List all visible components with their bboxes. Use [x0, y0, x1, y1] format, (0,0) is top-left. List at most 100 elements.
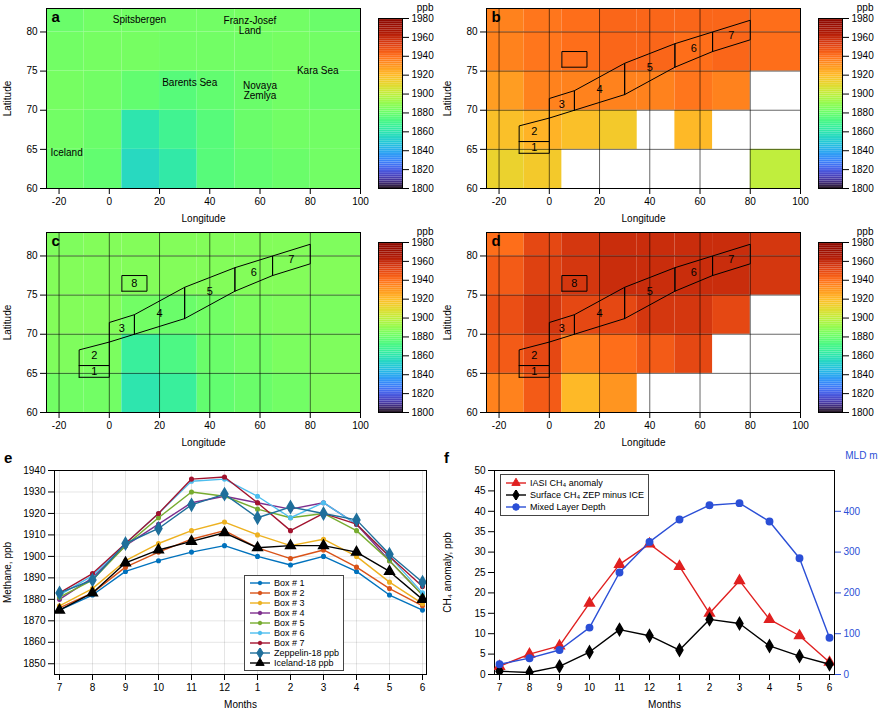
svg-text:12: 12 — [219, 682, 231, 693]
svg-text:1880: 1880 — [852, 107, 875, 118]
svg-text:3: 3 — [559, 98, 565, 110]
svg-text:65: 65 — [466, 144, 478, 155]
svg-text:1840: 1840 — [412, 145, 435, 156]
svg-text:a: a — [52, 8, 61, 25]
svg-text:1860: 1860 — [852, 350, 875, 361]
svg-text:-20: -20 — [52, 420, 67, 431]
svg-text:80: 80 — [26, 250, 38, 261]
svg-text:-20: -20 — [492, 196, 507, 207]
svg-text:Iceland: Iceland — [50, 147, 82, 158]
svg-text:7: 7 — [57, 682, 63, 693]
svg-text:80: 80 — [745, 196, 757, 207]
svg-text:40: 40 — [644, 196, 656, 207]
svg-text:ppb: ppb — [417, 226, 434, 237]
svg-text:12: 12 — [644, 682, 656, 693]
svg-text:Months: Months — [648, 699, 681, 710]
svg-text:1960: 1960 — [412, 256, 435, 267]
svg-text:1840: 1840 — [852, 145, 875, 156]
svg-text:2: 2 — [91, 349, 97, 361]
svg-text:20: 20 — [154, 420, 166, 431]
svg-text:80: 80 — [305, 420, 317, 431]
svg-text:65: 65 — [466, 368, 478, 379]
svg-text:0: 0 — [547, 420, 553, 431]
svg-text:75: 75 — [26, 65, 38, 76]
svg-text:60: 60 — [466, 407, 478, 418]
svg-text:30: 30 — [474, 546, 486, 557]
svg-text:CH₄ anomaly, ppb: CH₄ anomaly, ppb — [442, 532, 453, 613]
svg-text:8: 8 — [90, 682, 96, 693]
svg-text:1860: 1860 — [412, 350, 435, 361]
svg-text:0: 0 — [480, 669, 486, 680]
svg-text:75: 75 — [466, 65, 478, 76]
svg-text:40: 40 — [204, 196, 216, 207]
svg-text:7: 7 — [288, 253, 294, 265]
svg-text:40: 40 — [644, 420, 656, 431]
svg-text:1850: 1850 — [23, 658, 46, 669]
svg-text:1880: 1880 — [412, 331, 435, 342]
svg-text:10: 10 — [474, 628, 486, 639]
svg-text:NovayaZemlya: NovayaZemlya — [243, 80, 277, 101]
svg-text:1900: 1900 — [412, 88, 435, 99]
svg-text:1820: 1820 — [412, 388, 435, 399]
svg-text:20: 20 — [594, 196, 606, 207]
svg-text:70: 70 — [466, 328, 478, 339]
svg-text:3: 3 — [321, 682, 327, 693]
svg-text:1900: 1900 — [23, 551, 46, 562]
svg-text:1920: 1920 — [412, 293, 435, 304]
svg-text:25: 25 — [474, 567, 486, 578]
svg-text:1860: 1860 — [412, 126, 435, 137]
svg-text:1800: 1800 — [412, 183, 435, 194]
svg-text:5: 5 — [207, 285, 213, 297]
svg-text:1800: 1800 — [852, 183, 875, 194]
svg-text:b: b — [492, 8, 501, 25]
svg-text:75: 75 — [26, 289, 38, 300]
svg-text:70: 70 — [466, 104, 478, 115]
svg-text:60: 60 — [26, 407, 38, 418]
svg-text:ppb: ppb — [857, 226, 874, 237]
svg-text:1960: 1960 — [412, 32, 435, 43]
svg-text:1880: 1880 — [412, 107, 435, 118]
svg-text:45: 45 — [474, 485, 486, 496]
svg-text:15: 15 — [474, 608, 486, 619]
svg-text:Latitude: Latitude — [442, 304, 453, 340]
svg-text:Longitude: Longitude — [182, 213, 226, 224]
svg-text:0: 0 — [547, 196, 553, 207]
svg-text:11: 11 — [614, 682, 625, 693]
svg-text:Barents Sea: Barents Sea — [162, 77, 217, 88]
svg-text:2: 2 — [288, 682, 294, 693]
svg-text:35: 35 — [474, 526, 486, 537]
svg-text:1800: 1800 — [852, 407, 875, 418]
svg-text:Longitude: Longitude — [622, 213, 666, 224]
svg-text:3: 3 — [737, 682, 743, 693]
svg-text:70: 70 — [26, 104, 38, 115]
svg-text:-20: -20 — [52, 196, 67, 207]
svg-text:8: 8 — [571, 277, 577, 289]
svg-text:7: 7 — [497, 682, 503, 693]
svg-text:Latitude: Latitude — [2, 304, 13, 340]
svg-text:60: 60 — [694, 196, 706, 207]
svg-text:1960: 1960 — [852, 256, 875, 267]
svg-text:Latitude: Latitude — [2, 80, 13, 116]
svg-text:10: 10 — [584, 682, 596, 693]
svg-text:1980: 1980 — [412, 237, 435, 248]
svg-text:11: 11 — [186, 682, 197, 693]
svg-text:1940: 1940 — [852, 274, 875, 285]
svg-text:9: 9 — [123, 682, 129, 693]
svg-text:1: 1 — [255, 682, 261, 693]
svg-text:0: 0 — [107, 420, 113, 431]
svg-text:5: 5 — [647, 285, 653, 297]
svg-text:1: 1 — [677, 682, 683, 693]
svg-text:100: 100 — [792, 420, 809, 431]
svg-text:75: 75 — [466, 289, 478, 300]
svg-text:1820: 1820 — [412, 164, 435, 175]
svg-text:1820: 1820 — [852, 164, 875, 175]
svg-text:65: 65 — [26, 368, 38, 379]
svg-text:c: c — [52, 232, 60, 249]
svg-text:1960: 1960 — [852, 32, 875, 43]
svg-text:6: 6 — [251, 266, 257, 278]
svg-text:1840: 1840 — [412, 369, 435, 380]
svg-text:6: 6 — [827, 682, 833, 693]
svg-text:4: 4 — [156, 307, 162, 319]
svg-text:60: 60 — [26, 183, 38, 194]
svg-text:4: 4 — [596, 307, 602, 319]
